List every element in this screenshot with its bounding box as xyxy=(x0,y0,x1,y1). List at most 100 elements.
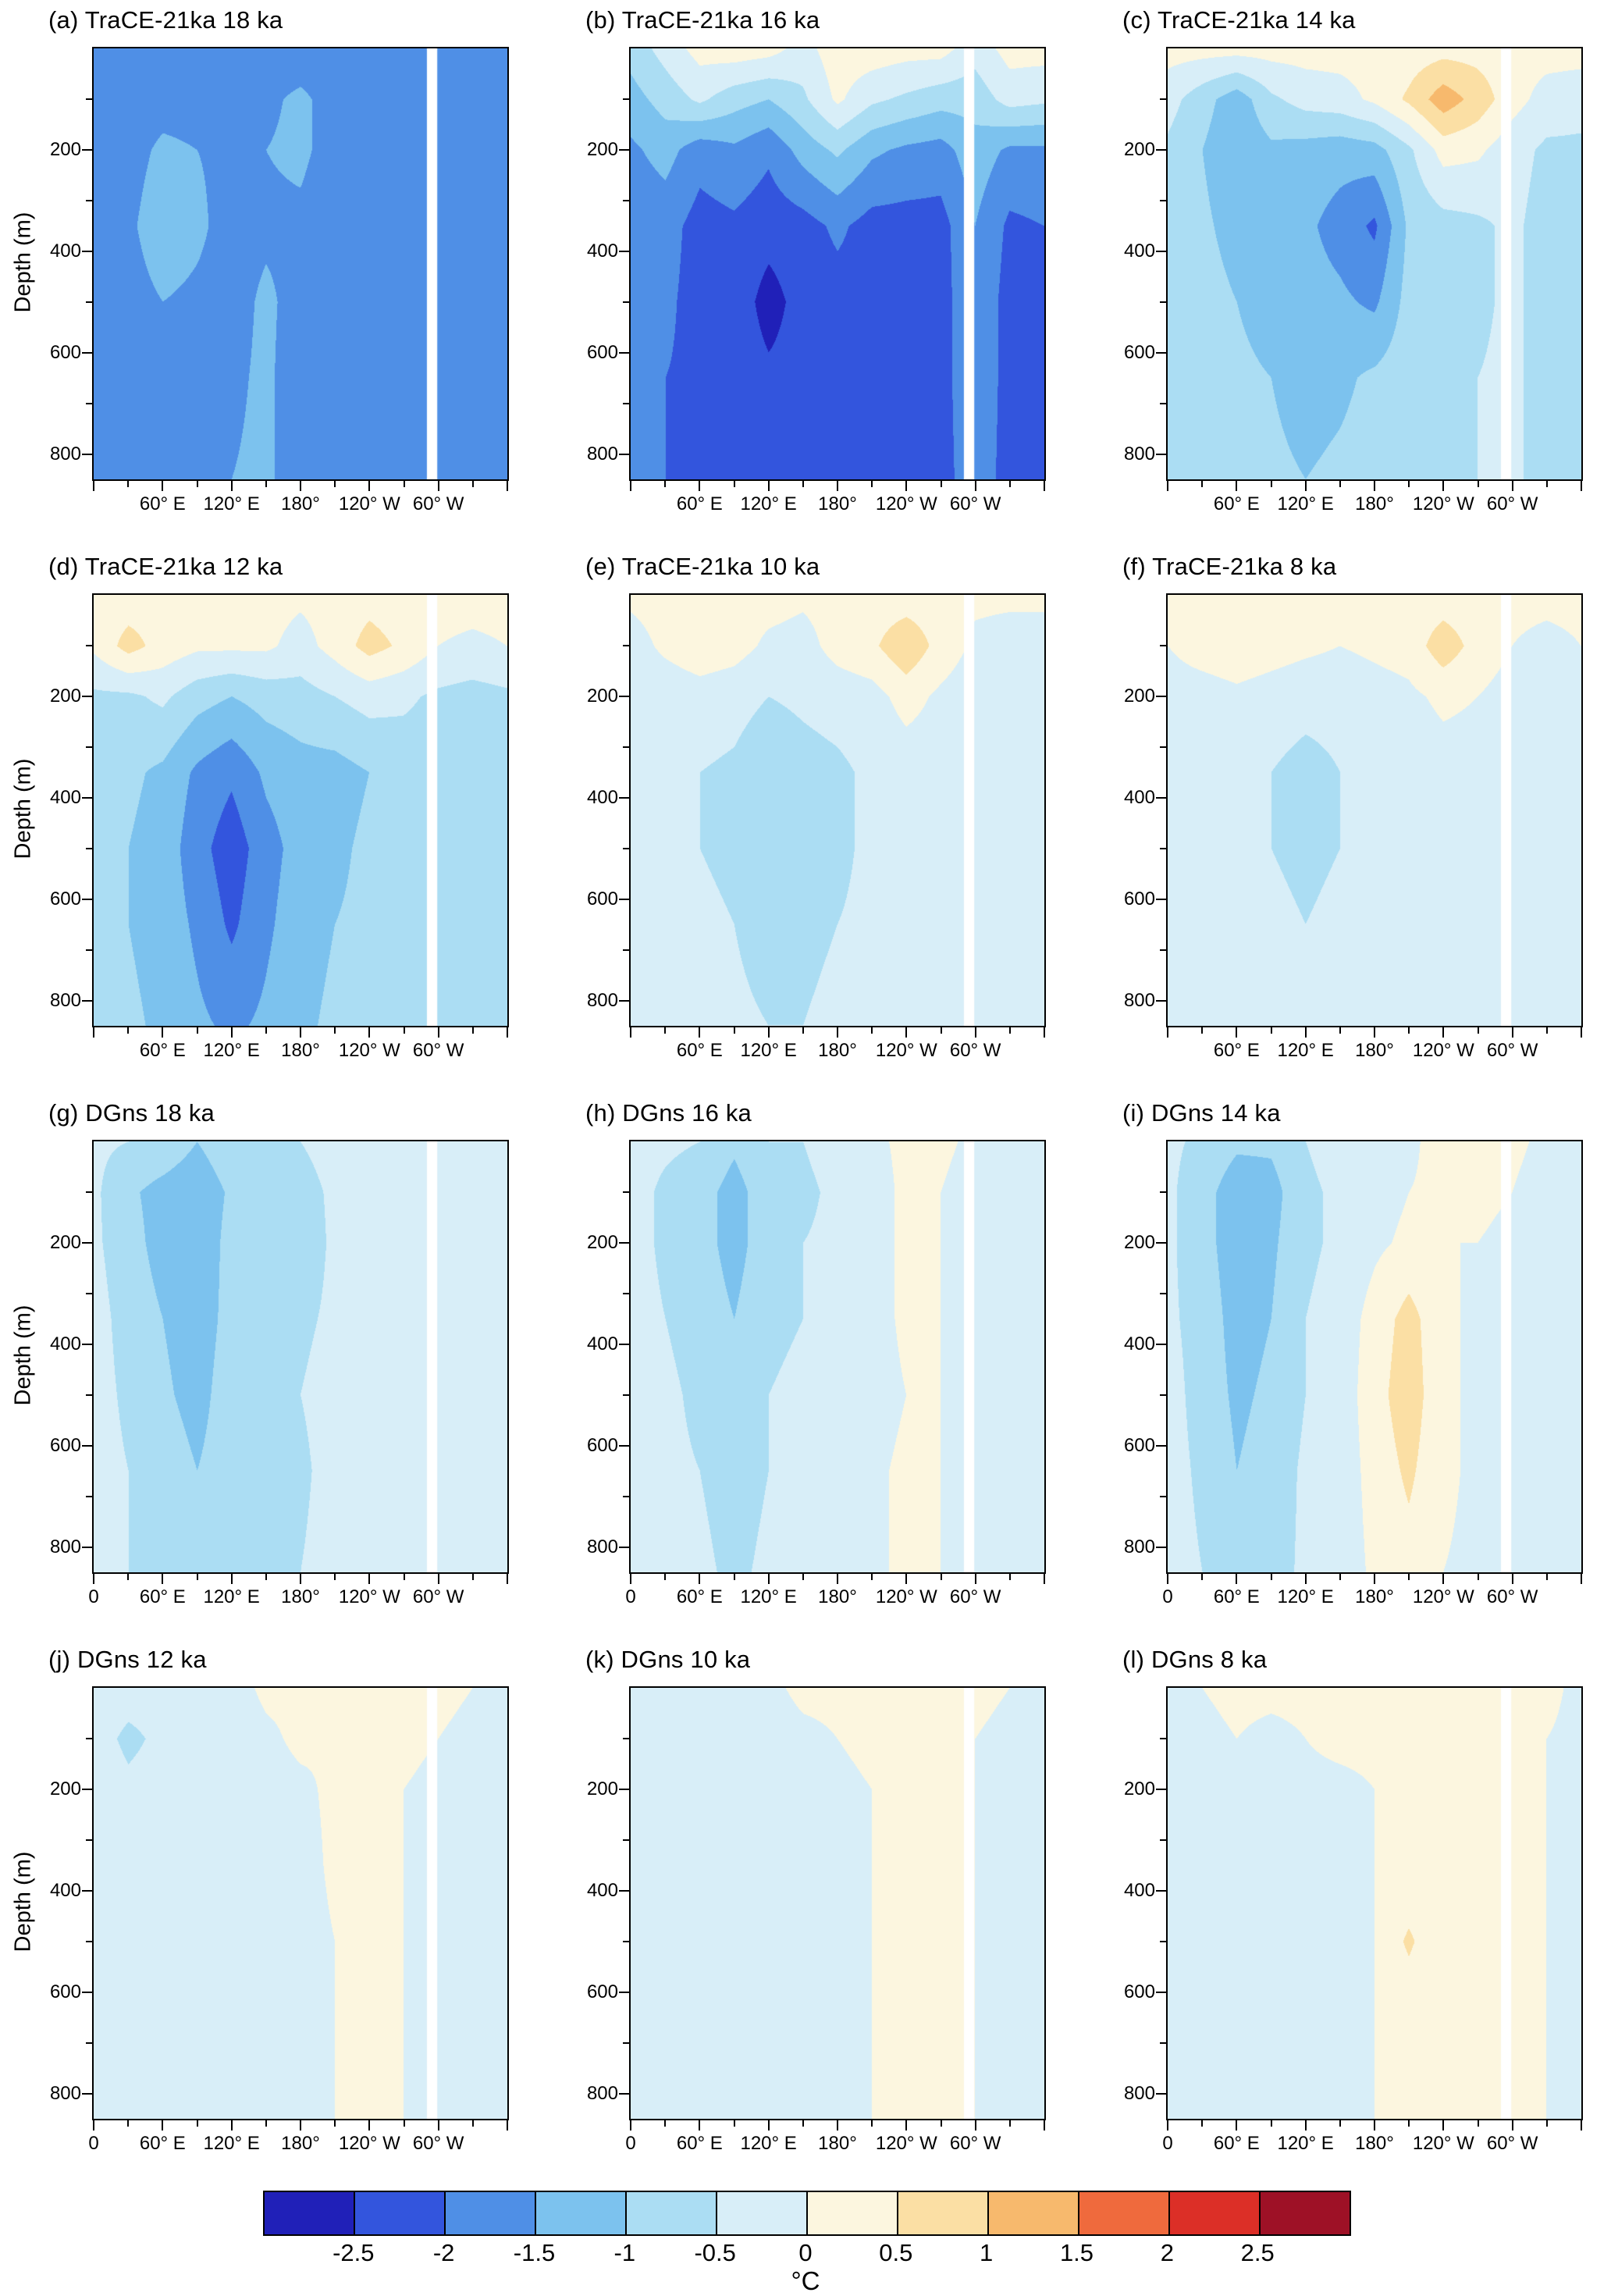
x-tick-label: 0 xyxy=(1162,2133,1173,2154)
x-tick-mark xyxy=(1167,481,1168,491)
contour-panel: (g) DGns 18 ka Depth (m) 200 400 600 800 0 60… xyxy=(0,1093,537,1639)
x-tick-label: 0 xyxy=(88,1586,99,1607)
x-tick-mark xyxy=(630,481,631,491)
x-tick-mark xyxy=(974,2120,976,2130)
x-tick-mark xyxy=(334,2120,336,2127)
x-tick-mark xyxy=(699,2120,701,2130)
x-tick-label: 60° W xyxy=(949,493,1001,514)
x-tick-mark xyxy=(974,481,976,491)
y-axis-title: Depth (m) xyxy=(10,758,36,860)
panel-title: (g) DGns 18 ka xyxy=(48,1099,215,1127)
y-tick-mark xyxy=(1156,898,1166,900)
contour-plot-canvas xyxy=(631,1688,1044,2119)
x-tick-mark xyxy=(1270,1574,1272,1580)
x-tick-mark xyxy=(1408,2120,1410,2127)
y-tick-label: 200 xyxy=(1123,138,1155,160)
x-tick-mark xyxy=(93,2120,94,2130)
y-tick-mark xyxy=(1160,402,1166,404)
x-tick-mark xyxy=(162,481,164,491)
x-tick-mark xyxy=(507,481,508,491)
x-tick-mark xyxy=(1270,2120,1272,2127)
x-tick-mark xyxy=(1408,1574,1410,1580)
x-tick-label: 60° W xyxy=(1486,2133,1538,2154)
x-tick-mark xyxy=(837,2120,838,2130)
colorbar-cell xyxy=(265,2192,355,2234)
y-tick-label: 400 xyxy=(1123,786,1155,808)
y-tick-label: 200 xyxy=(1123,685,1155,707)
y-tick-label: 800 xyxy=(1123,1536,1155,1557)
y-tick-mark xyxy=(623,1495,629,1497)
y-tick-mark xyxy=(619,898,629,900)
x-tick-label: 60° W xyxy=(412,1586,464,1607)
y-tick-mark xyxy=(623,949,629,951)
plot-area xyxy=(1166,47,1583,481)
x-tick-mark xyxy=(196,1027,198,1034)
y-tick-mark xyxy=(86,1292,92,1294)
contour-plot-canvas xyxy=(94,48,507,479)
y-tick-label: 200 xyxy=(1123,1231,1155,1253)
panels-grid: (a) TraCE-21ka 18 ka Depth (m) 200 400 600… xyxy=(0,0,1583,2154)
x-tick-mark xyxy=(1304,1574,1307,1584)
panel-title: (i) DGns 14 ka xyxy=(1122,1099,1281,1127)
x-tick-mark xyxy=(1374,2120,1375,2130)
y-axis-title: Depth (m) xyxy=(10,212,36,313)
y-tick-label: 600 xyxy=(49,1981,81,2002)
x-tick-mark xyxy=(940,1574,942,1580)
x-tick-label: 60° E xyxy=(1213,493,1260,514)
y-tick-label: 800 xyxy=(49,2082,81,2104)
x-tick-label: 120° E xyxy=(740,2133,797,2154)
y-tick-label: 800 xyxy=(49,443,81,465)
colorbar-tick-label: -2 xyxy=(432,2239,455,2266)
x-tick-mark xyxy=(837,481,838,491)
plot-area xyxy=(629,1140,1046,1574)
x-tick-mark xyxy=(1201,481,1204,487)
y-tick-mark xyxy=(1156,250,1166,252)
y-tick-label: 200 xyxy=(586,1778,618,1799)
contour-panel: (b) TraCE-21ka 16 ka 200 400 600 800 60° E 12… xyxy=(537,0,1074,546)
y-tick-label: 800 xyxy=(586,989,618,1011)
x-tick-mark xyxy=(664,1574,667,1580)
x-tick-mark xyxy=(162,2120,164,2130)
y-tick-label: 800 xyxy=(586,1536,618,1557)
x-tick-mark xyxy=(733,2120,735,2127)
x-tick-mark xyxy=(1477,1027,1479,1034)
x-tick-label: 120° E xyxy=(1277,1040,1334,1061)
contour-plot-canvas xyxy=(94,1141,507,1572)
colorbar-cell xyxy=(808,2192,898,2234)
y-tick-mark xyxy=(623,1839,629,1841)
x-tick-label: 120° W xyxy=(1412,493,1474,514)
x-tick-label: 120° E xyxy=(1277,493,1334,514)
y-tick-mark xyxy=(1156,1788,1166,1790)
y-tick-mark xyxy=(1156,1241,1166,1244)
colorbar-bar xyxy=(263,2191,1351,2236)
y-tick-mark xyxy=(1160,644,1166,646)
y-tick-label: 800 xyxy=(586,443,618,465)
x-tick-mark xyxy=(1339,2120,1341,2127)
x-tick-label: 0 xyxy=(1162,1586,1173,1607)
y-tick-label: 600 xyxy=(1123,1434,1155,1456)
y-tick-mark xyxy=(1160,847,1166,849)
panel-title: (f) TraCE-21ka 8 ka xyxy=(1122,553,1337,580)
x-tick-label: 60° W xyxy=(949,2133,1001,2154)
x-tick-label: 60° E xyxy=(139,2133,186,2154)
y-tick-label: 400 xyxy=(586,786,618,808)
colorbar-tick-label: -1 xyxy=(613,2239,636,2266)
x-tick-mark xyxy=(871,1027,873,1034)
x-tick-label: 60° W xyxy=(949,1586,1001,1607)
contour-panel: (e) TraCE-21ka 10 ka 200 400 600 800 60° E 12… xyxy=(537,546,1074,1093)
x-tick-label: 180° xyxy=(1355,493,1394,514)
x-tick-mark xyxy=(230,2120,233,2130)
contour-panel: (d) TraCE-21ka 12 ka Depth (m) 200 400 600… xyxy=(0,546,537,1093)
x-tick-mark xyxy=(871,481,873,487)
x-tick-label: 0 xyxy=(88,2133,99,2154)
x-tick-mark xyxy=(1008,481,1011,487)
x-tick-mark xyxy=(368,1027,371,1038)
x-tick-label: 120° E xyxy=(203,2133,260,2154)
y-tick-label: 200 xyxy=(49,138,81,160)
x-tick-mark xyxy=(802,1574,804,1580)
y-tick-mark xyxy=(1156,2092,1166,2095)
y-tick-label: 600 xyxy=(586,1434,618,1456)
x-tick-label: 120° E xyxy=(740,1040,797,1061)
x-tick-mark xyxy=(300,481,301,491)
plot-area xyxy=(92,1686,509,2120)
